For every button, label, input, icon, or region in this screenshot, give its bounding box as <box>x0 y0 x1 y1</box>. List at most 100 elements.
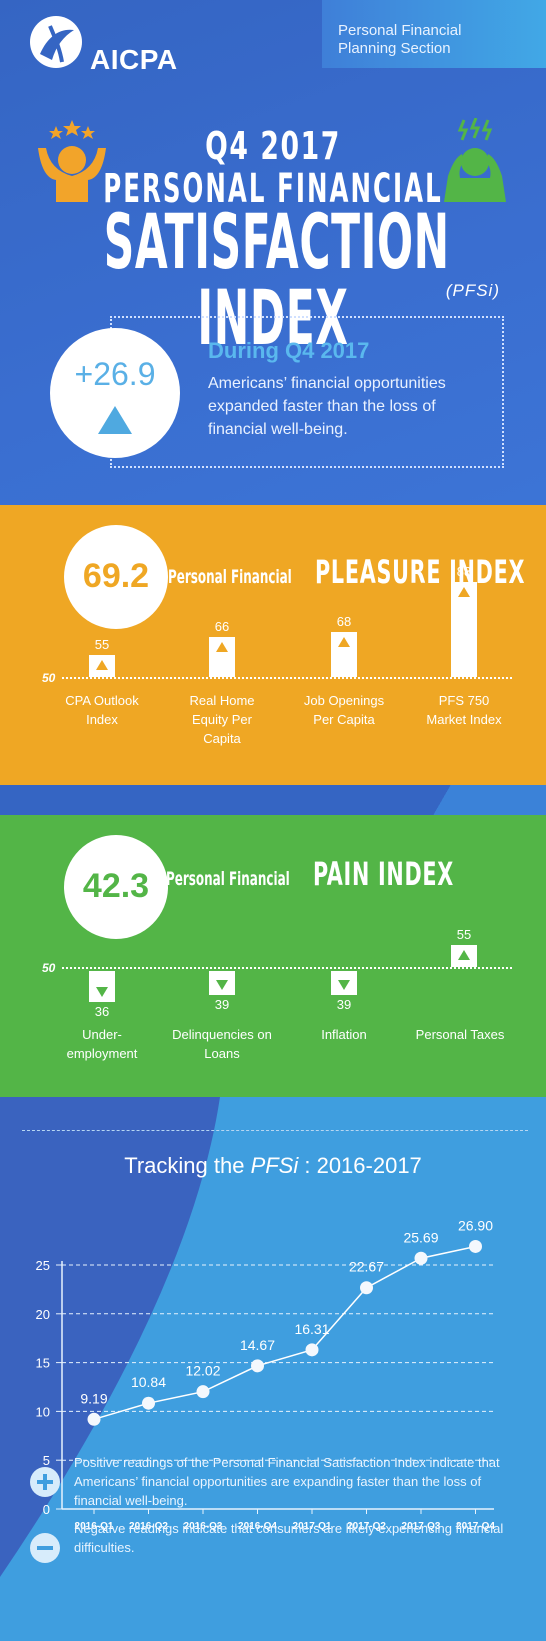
down-arrow-icon <box>216 980 228 991</box>
pain-category-label-0: Under-employment <box>66 1027 138 1061</box>
up-arrow-icon <box>98 406 132 434</box>
data-point <box>196 1385 210 1399</box>
pleasure-bar-value-3: 88 <box>456 564 472 579</box>
plus-icon <box>30 1467 60 1497</box>
divider <box>22 1130 528 1131</box>
section-gap <box>0 785 546 815</box>
data-label: 10.84 <box>131 1374 166 1390</box>
pleasure-index-section: 69.2 Personal Financial PLEASURE INDEX 50… <box>0 505 546 785</box>
x-tick-label: 2016-Q4 <box>238 1521 277 1532</box>
pleasure-bar-3 <box>451 582 477 677</box>
data-point <box>251 1359 264 1373</box>
tracking-title-prefix: Tracking the <box>124 1153 251 1178</box>
pleasure-category-label-0: CPA Outlook Index <box>65 693 139 727</box>
pain-value: 42.3 <box>82 867 150 905</box>
pleasure-baseline <box>62 677 512 679</box>
pain-title: Personal Financial PAIN INDEX <box>166 855 509 893</box>
y-tick-label: 20 <box>36 1307 50 1322</box>
section-label: Personal Financial Planning Section <box>338 22 462 57</box>
data-point <box>142 1396 155 1410</box>
legend-positive-text: Positive readings of the Personal Financ… <box>74 1455 500 1508</box>
pain-bar-value-3: 55 <box>456 927 472 942</box>
summary-value: +26.9 <box>74 356 156 392</box>
minus-icon <box>30 1533 60 1563</box>
up-arrow-icon <box>458 587 470 597</box>
x-tick-label: 2017-Q3 <box>402 1521 441 1532</box>
pain-bar-value-1: 39 <box>214 997 230 1013</box>
legend-negative-text: Negative readings indicate that consumer… <box>74 1521 504 1555</box>
pain-title-small: Personal Financial <box>166 868 290 890</box>
pleasure-value: 69.2 <box>82 557 150 595</box>
y-tick-label: 25 <box>36 1258 50 1273</box>
data-label: 16.31 <box>294 1321 329 1337</box>
pain-category-label-3: Personal Taxes <box>415 1027 505 1042</box>
happy-person-icon <box>38 120 106 202</box>
tracking-title: Tracking the PFSi : 2016-2017 <box>0 1153 546 1179</box>
x-tick-label: 2017-Q1 <box>293 1521 332 1532</box>
logo-text: AICPA <box>90 44 178 75</box>
tracking-title-suffix: : 2016-2017 <box>298 1153 422 1178</box>
pain-bar-3 <box>451 945 477 967</box>
pfsi-line-chart: 0 5 10 15 20 25 9.19 2016-Q1 10.84 2016-Q2 12.02 20… <box>36 1217 496 1532</box>
pain-bar-2 <box>331 971 357 996</box>
header-subtitle: PERSONAL FINANCIAL <box>103 166 443 212</box>
header-abbreviation: (PFSi) <box>445 281 500 300</box>
up-arrow-icon <box>338 637 350 647</box>
data-label: 14.67 <box>240 1337 275 1353</box>
pleasure-bar-0 <box>89 655 115 677</box>
tracking-section: Tracking the PFSi : 2016-2017 0 5 10 15 20 25… <box>0 1097 546 1641</box>
x-tick-label: 2016-Q2 <box>129 1521 168 1532</box>
y-tick-label: 5 <box>43 1453 50 1468</box>
y-tick-label: 0 <box>43 1502 50 1517</box>
data-point <box>469 1239 482 1253</box>
pleasure-bar-1 <box>209 637 235 677</box>
pain-value-circle: 42.3 <box>64 835 168 939</box>
pain-bar-value-2: 39 <box>336 997 352 1013</box>
data-label: 22.67 <box>349 1259 384 1275</box>
pain-bar-1 <box>209 971 235 996</box>
pain-index-section: 42.3 Personal Financial PAIN INDEX 50 36 U… <box>0 815 546 1097</box>
pleasure-title-small: Personal Financial <box>168 566 292 588</box>
header-section: AICPA Personal Financial Planning Sectio… <box>0 0 546 505</box>
pleasure-category-label-3: PFS 750 Market Index <box>426 693 502 727</box>
data-label: 25.69 <box>403 1229 438 1245</box>
up-arrow-icon <box>458 950 470 960</box>
y-tick-label: 15 <box>36 1356 50 1371</box>
data-point <box>87 1412 101 1426</box>
data-label: 9.19 <box>80 1390 107 1406</box>
aicpa-logo[interactable]: AICPA <box>30 14 190 75</box>
data-point <box>305 1343 319 1357</box>
data-point <box>360 1281 373 1295</box>
x-tick-label: 2017-Q4 <box>456 1521 495 1532</box>
pain-title-big: PAIN INDEX <box>312 855 454 893</box>
x-tick-label: 2016-Q3 <box>184 1521 223 1532</box>
x-tick-label: 2016-Q1 <box>75 1521 114 1532</box>
tracking-title-em: PFSi <box>250 1153 299 1178</box>
section-banner: Personal Financial Planning Section <box>322 0 546 68</box>
up-arrow-icon <box>216 642 228 652</box>
pain-baseline <box>62 967 512 969</box>
summary-value-circle: +26.9 <box>50 328 180 458</box>
pain-bar-0 <box>89 971 115 1002</box>
pleasure-title: Personal Financial PLEASURE INDEX <box>168 553 546 591</box>
data-point <box>414 1251 428 1265</box>
stressed-person-icon <box>444 118 506 202</box>
up-arrow-icon <box>96 660 108 670</box>
pain-bar-value-0: 36 <box>94 1003 110 1019</box>
pain-baseline-label: 50 <box>42 961 56 975</box>
down-arrow-icon <box>338 980 350 991</box>
pleasure-value-circle: 69.2 <box>64 525 168 629</box>
pfsi-series-line <box>93 1245 476 1421</box>
data-label: 26.90 <box>458 1217 493 1233</box>
summary-text: Americans’ financial opportunities expan… <box>208 375 446 438</box>
down-arrow-icon <box>96 986 108 997</box>
data-label: 12.02 <box>185 1363 220 1379</box>
summary-title: During Q4 2017 <box>208 338 370 363</box>
pleasure-title-big: PLEASURE INDEX <box>314 553 525 591</box>
background-shape <box>0 1097 220 1577</box>
pleasure-category-label-2: Job Openings Per Capita <box>303 693 385 727</box>
pain-category-label-1: Delinquencies on Loans <box>172 1027 272 1061</box>
pleasure-bar-value-1: 66 <box>214 619 230 634</box>
pleasure-category-label-1: Real Home Equity Per Capita <box>189 693 255 746</box>
pleasure-bar-value-0: 55 <box>94 637 110 652</box>
